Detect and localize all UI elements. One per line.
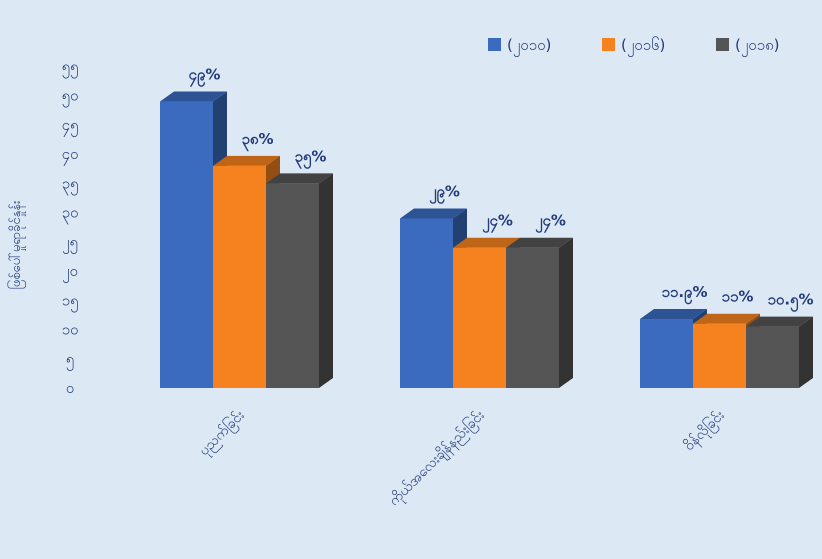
- bar-front-face: [266, 183, 319, 388]
- legend-entry: (၂၀၁၀): [507, 36, 551, 57]
- category-labels-group: ပုညက်ခြင်း ကိုယ်အလေးချိန်နည်းခြင်း ဝိန်လို…: [195, 406, 729, 510]
- legend-swatch: [602, 38, 615, 51]
- bar: [266, 173, 333, 388]
- data-label: ၃၅%: [295, 147, 327, 169]
- bar-front-face: [693, 323, 746, 388]
- bar-top-face: [693, 313, 760, 324]
- data-label: ၁၁.၉%: [661, 283, 707, 305]
- legend-swatch: [488, 38, 501, 51]
- bar-front-face: [506, 247, 559, 388]
- bar-front-face: [213, 165, 266, 388]
- y-tick-label: ၅၀: [62, 87, 79, 108]
- bar-front-face: [400, 218, 453, 388]
- legend: (၂၀၁၀) (၂၀၁၆) (၂၀၁၈): [488, 36, 780, 57]
- bar-top-face: [266, 173, 333, 184]
- y-tick-label: ၄၅: [62, 116, 79, 137]
- bar-top-face: [400, 208, 467, 219]
- bar-side-face: [799, 316, 813, 388]
- bar-top-face: [213, 155, 280, 166]
- bar: [746, 316, 813, 388]
- legend-swatch: [716, 38, 729, 51]
- y-tick-label: ၄၀: [62, 145, 79, 166]
- y-axis-label: ဖြစ်ပေါ်မှုရာခိုင်နှုန်း: [7, 201, 26, 290]
- category-label: ပုညက်ခြင်း: [195, 406, 249, 460]
- y-tick-label: ၂၀: [62, 262, 78, 283]
- bar-front-face: [746, 326, 799, 388]
- y-axis-ticks: ၀ ၅ ၁၀ ၁၅ ၂၀ ၂၅ ၃၀ ၃၅ ၄၀ ၄၅ ၅၀ ၅၅: [62, 57, 79, 397]
- bar-top-face: [640, 309, 707, 320]
- y-tick-label: ၁၅: [62, 291, 79, 312]
- y-tick-label: ၀: [66, 379, 74, 397]
- bar-side-face: [319, 173, 333, 388]
- y-tick-label: ၃၅: [62, 174, 79, 195]
- legend-entry: (၂၀၁၈): [735, 36, 780, 57]
- bars-group: [160, 91, 813, 389]
- data-label: ၂၄%: [482, 212, 513, 234]
- bar-top-face: [746, 316, 813, 327]
- data-label: ၂၄%: [535, 212, 566, 234]
- y-tick-label: ၅၅: [62, 57, 79, 78]
- bar-front-face: [160, 101, 213, 389]
- bar-top-face: [506, 237, 573, 248]
- legend-entry: (၂၀၁၆): [621, 36, 665, 57]
- y-tick-label: ၅: [66, 350, 74, 371]
- data-labels-group: ၄၉% ၃၈% ၃၅% ၂၉% ၂၄% ၂၄% ၁၁.၉% ၁၁% ၁၀.၅%: [189, 66, 814, 313]
- data-label: ၁၁%: [722, 288, 754, 306]
- data-label: ၄၉%: [189, 66, 221, 88]
- data-label: ၁၀.၅%: [767, 291, 813, 313]
- bar-side-face: [559, 237, 573, 388]
- y-tick-label: ၃၀: [62, 204, 79, 225]
- data-label: ၂၉%: [429, 182, 460, 204]
- category-label: ကိုယ်အလေးချိန်နည်းခြင်း: [385, 406, 489, 510]
- bar-front-face: [453, 247, 506, 388]
- bar: [506, 237, 573, 388]
- category-label: ဝိန်လိုခြင်း: [680, 406, 729, 455]
- y-tick-label: ၂၅: [62, 233, 78, 254]
- bar-top-face: [160, 91, 227, 102]
- y-tick-label: ၁၀: [62, 321, 79, 339]
- bar-front-face: [640, 319, 693, 388]
- bar-top-face: [453, 237, 520, 248]
- data-label: ၃၈%: [241, 130, 273, 152]
